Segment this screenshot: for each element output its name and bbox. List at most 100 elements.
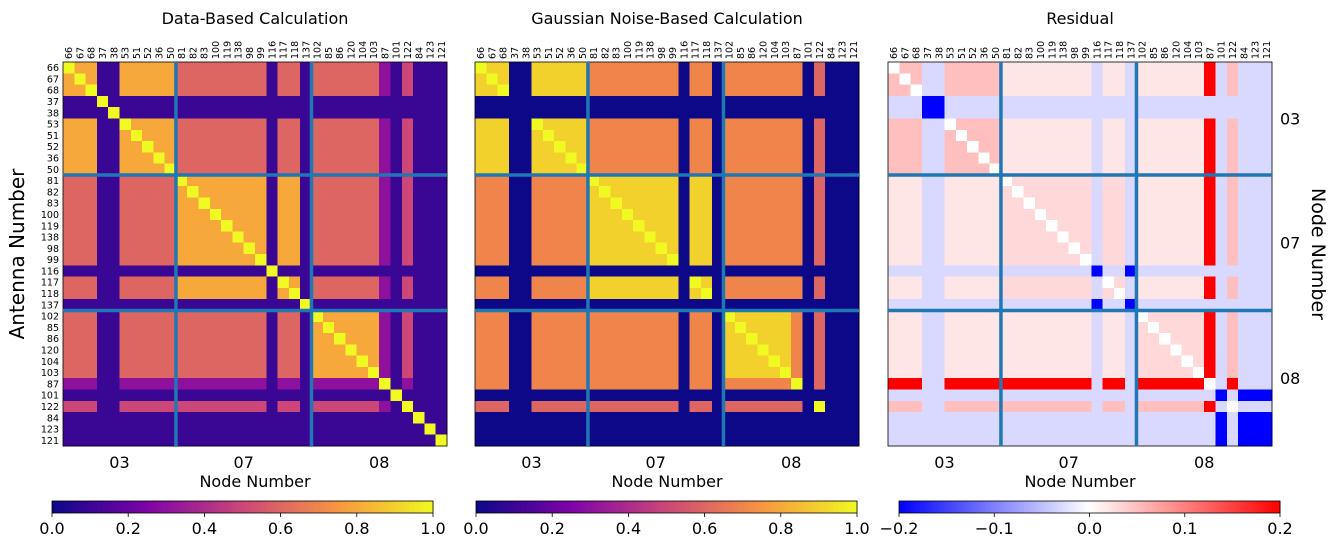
cell (1136, 95, 1149, 108)
cell (989, 107, 1002, 119)
cell (497, 129, 510, 142)
cell (266, 84, 278, 97)
cell (678, 276, 690, 289)
colorbar-step (376, 501, 380, 513)
cell (531, 208, 544, 221)
cell (367, 152, 380, 165)
colorbar-step (595, 501, 599, 513)
cell (367, 186, 380, 198)
cell (1034, 231, 1047, 244)
cell (108, 412, 120, 424)
cell (847, 287, 860, 300)
cell (689, 118, 702, 131)
cell (1034, 220, 1047, 232)
cell (266, 265, 278, 277)
cell (164, 265, 177, 277)
cell (712, 412, 724, 424)
cell (899, 276, 911, 289)
cell (1046, 186, 1058, 198)
cell (978, 287, 991, 300)
cell (130, 220, 143, 232)
cell (367, 254, 380, 266)
cell (356, 231, 369, 244)
cell (255, 118, 267, 131)
cell (813, 254, 826, 266)
cell (74, 254, 86, 266)
cell (119, 84, 132, 97)
cell (1000, 231, 1013, 244)
cell (209, 434, 222, 447)
colorbar-step (553, 501, 557, 513)
cell (813, 163, 826, 176)
cell (1226, 107, 1239, 119)
cell (497, 118, 510, 131)
cell (542, 310, 555, 323)
cell (888, 299, 900, 311)
cell (1215, 355, 1228, 368)
colorbar-step (702, 501, 706, 513)
cell (379, 423, 391, 436)
cell (978, 366, 991, 379)
colorbar-step (1056, 501, 1061, 513)
colorbar-step (63, 501, 68, 513)
colorbar-step (364, 501, 369, 513)
cell (221, 265, 233, 277)
cell (334, 208, 346, 221)
cell (255, 265, 267, 277)
cell (1170, 254, 1183, 266)
cell (63, 141, 75, 153)
node-label: 07 (234, 453, 254, 472)
cell (610, 287, 623, 300)
colorbar-step (263, 501, 267, 513)
cell (610, 389, 623, 402)
cell (1091, 73, 1103, 85)
cell (486, 412, 498, 424)
cell (345, 118, 358, 131)
cell (955, 434, 968, 447)
cell (723, 174, 736, 187)
cell (554, 174, 566, 187)
cell (899, 355, 911, 368)
cell (1046, 366, 1058, 379)
cell (508, 197, 521, 210)
cell (119, 400, 132, 413)
cell (1260, 84, 1273, 97)
cell (542, 344, 555, 357)
colorbar-step (690, 501, 694, 513)
cell (424, 310, 437, 323)
colorbar-step (177, 501, 181, 513)
cell (1181, 287, 1194, 300)
cell (74, 287, 86, 300)
cell (63, 118, 75, 131)
cell (187, 84, 199, 97)
cell (198, 265, 211, 277)
colorbar-tick-label: 0.0 (1077, 519, 1102, 538)
cell (587, 355, 600, 368)
cell (209, 400, 222, 413)
cell (978, 389, 991, 402)
antenna-label: 52 (143, 47, 154, 59)
cell (576, 287, 589, 300)
cell (542, 84, 555, 97)
cell (554, 400, 566, 413)
cell (791, 107, 803, 119)
cell (689, 163, 702, 176)
cell (933, 423, 945, 436)
cell (542, 152, 555, 165)
cell (655, 333, 668, 345)
cell (153, 186, 166, 198)
cell (678, 321, 690, 334)
cell (1046, 197, 1058, 210)
cell (153, 254, 166, 266)
cell (1159, 129, 1171, 142)
cell (667, 366, 679, 379)
cell (610, 412, 623, 424)
cell (1147, 129, 1160, 142)
cell (277, 344, 290, 357)
cell (888, 73, 900, 85)
cell (1192, 141, 1205, 153)
cell (277, 163, 290, 176)
cell (435, 62, 448, 74)
cell (96, 310, 109, 323)
cell (390, 434, 403, 447)
